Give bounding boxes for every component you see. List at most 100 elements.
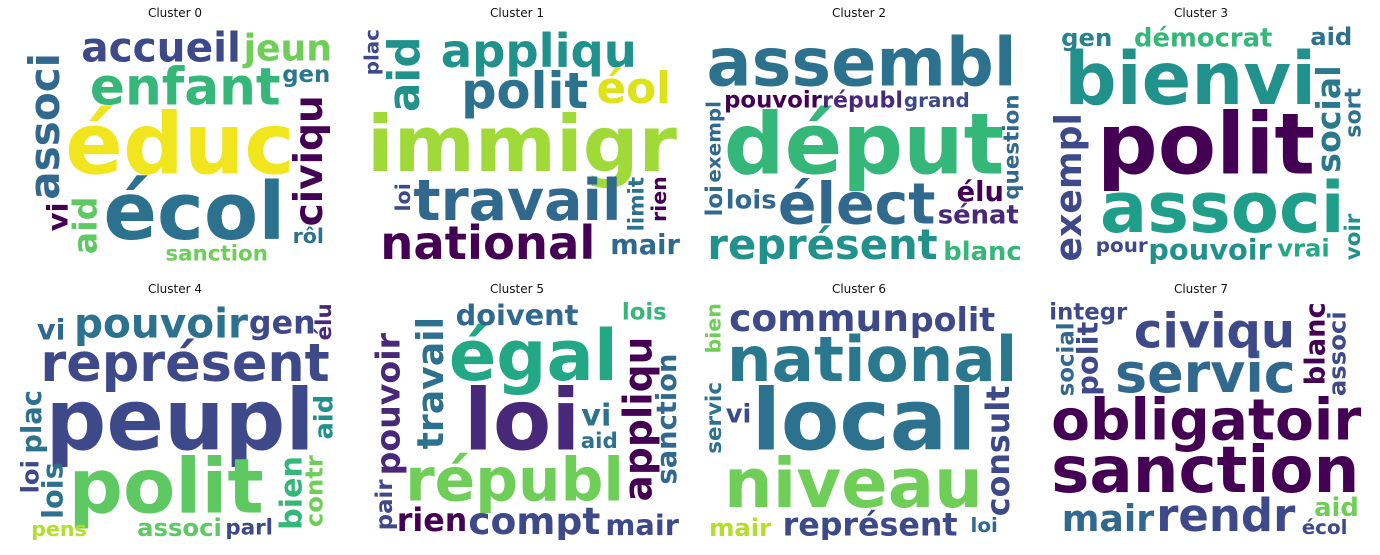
word-label: vi [726,399,752,429]
word-label: national [727,323,1017,396]
word-label: aid [380,36,430,112]
word-label: démocrat [1134,24,1272,54]
word-label: limit [625,177,650,232]
word-cloud: loi égal républ appliqu compt travail pouvoir r… [362,300,682,540]
word-label: vi [40,203,74,232]
word-label: sénat [938,201,1019,231]
word-label: vi [37,312,66,346]
word-label: polit [69,442,264,531]
word-label: loi [971,514,998,537]
word-label: vi [581,399,611,434]
word-label: blanc [943,237,1021,264]
word-label: travail [413,168,621,234]
word-label: pens [31,517,87,540]
word-label: bien [275,456,310,530]
word-cloud: peupl polit représent pouvoir gen bien lois vi p… [20,300,340,540]
word-label: immigr [367,100,677,190]
word-label: integr [1049,300,1128,326]
word-label: loi [464,371,581,470]
word-label: pouvoir [74,300,248,348]
word-label: sort [1341,87,1367,137]
word-label: plac [362,29,383,75]
word-label: républ [405,446,624,516]
word-label: jeun [242,27,332,70]
word-label: compt [468,499,600,540]
word-label: social [1054,322,1080,396]
word-label: écol [1302,516,1348,539]
word-label: écol [103,166,285,258]
word-label: aid [581,429,618,454]
word-label: mair [709,513,771,540]
word-label: associ [1100,167,1345,249]
word-label: contr [300,455,329,527]
word-label: pair [372,479,398,531]
word-label: civiqu [1134,304,1295,360]
cluster-title: Cluster 0 [147,6,203,20]
word-label: éduc [65,95,294,194]
word-label: niveau [724,444,983,524]
word-label: loi [704,185,728,216]
word-label: obligatoir [1051,388,1361,454]
cluster-title: Cluster 7 [1173,282,1229,296]
word-label: loi [391,183,415,211]
word-label: élu [957,177,1004,208]
word-label: plac [20,390,48,454]
word-label: lois [36,462,70,519]
word-label: accueil [81,24,241,72]
word-label: mair [610,230,680,261]
word-label: enfant [90,58,281,118]
word-label: blanc [1301,302,1332,385]
word-label: voir [1341,213,1366,260]
word-label: vrai [1277,234,1330,263]
word-label: pouvoir [724,88,823,114]
word-label: représent [783,508,958,541]
word-label: gen [249,305,316,341]
word-label: polit [910,300,995,339]
word-label: grand [904,89,970,112]
word-label: servic [1115,342,1296,405]
word-cloud: déput assembl élect représent élu sénat lois bl… [704,24,1024,264]
word-label: polit [461,62,588,120]
word-label: sanction [165,241,268,264]
word-cloud: local niveau national commun polit représent c… [704,300,1024,540]
word-label: associ [20,53,69,200]
word-label: associ [137,513,222,540]
cluster-title: Cluster 5 [489,282,545,296]
word-label: pouvoir [369,332,408,475]
word-label: peupl [46,371,315,470]
word-cloud: immigr travail polit appliqu national éol aid m… [362,24,682,264]
word-label: lois [622,300,667,326]
word-label: rien [647,176,671,222]
cluster-panel: Cluster 6 local niveau national commun polit… [694,278,1024,542]
word-label: pour [1096,234,1148,257]
word-label: gen [1061,24,1112,52]
word-label: représent [707,220,937,264]
word-label: éol [597,64,671,114]
cluster-panel: Cluster 7 obligatoir sanction servic civiqu… [1036,278,1366,542]
word-label: sanction [652,354,682,485]
word-cloud: obligatoir sanction servic civiqu rendr mair p… [1046,300,1366,540]
cluster-panel: Cluster 0 éduc écol enfant associ accueil civ… [10,2,340,266]
word-cloud: polit bienvi associ exempl social pouvoir démo… [1046,24,1366,264]
word-label: loi [20,460,44,493]
cluster-title: Cluster 2 [831,6,887,20]
cluster-panel: Cluster 1 immigr travail polit appliqu natio… [352,2,682,266]
word-label: local [752,371,976,470]
word-label: associ [1323,311,1352,396]
word-label: rien [397,503,468,539]
cluster-panel: Cluster 5 loi égal républ appliqu compt trava… [352,278,682,542]
word-label: polit [1097,95,1315,194]
word-label: exempl [1047,113,1090,261]
word-label: question [1000,94,1024,199]
word-label: polit [1071,322,1105,396]
word-label: assembl [707,24,1017,102]
word-label: commun [729,300,909,340]
word-label: aid [65,197,104,255]
word-label: représent [40,333,329,394]
